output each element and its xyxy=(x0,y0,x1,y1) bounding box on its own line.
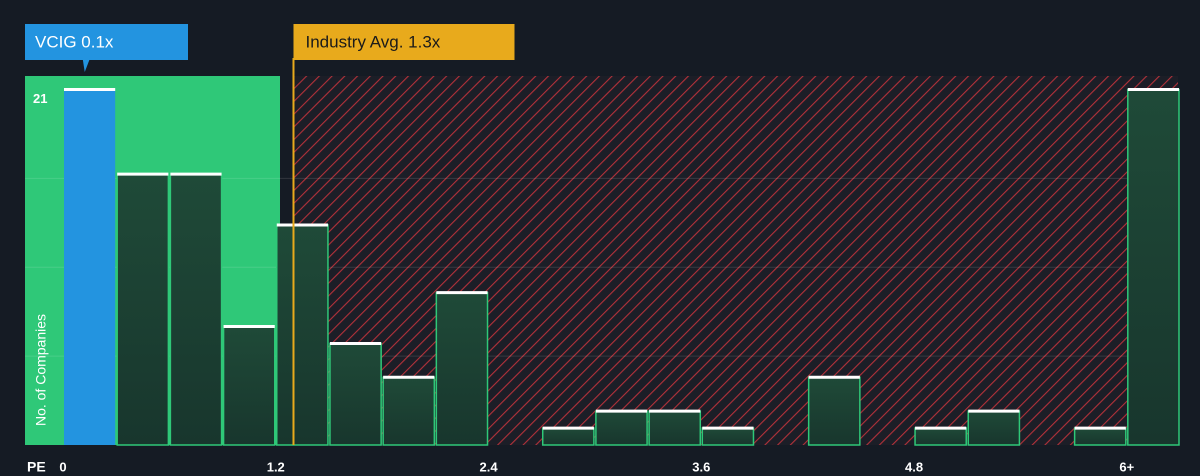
bar xyxy=(116,173,170,446)
bar xyxy=(1127,88,1180,446)
bar xyxy=(701,427,755,446)
y-axis-label: No. of Companies xyxy=(33,314,49,426)
bar xyxy=(541,427,595,446)
bar xyxy=(435,291,489,446)
bar xyxy=(595,410,648,446)
industry-avg-box xyxy=(293,24,515,60)
company-label: VCIG 0.1x xyxy=(35,32,114,51)
bar xyxy=(64,89,116,445)
x-axis-label: PE xyxy=(27,459,46,475)
bar xyxy=(169,173,223,446)
x-tick-label: 1.2 xyxy=(267,459,285,474)
bar xyxy=(222,325,276,446)
x-tick-label: 0 xyxy=(59,459,66,474)
bar xyxy=(914,427,967,446)
bar xyxy=(967,410,1021,446)
bar xyxy=(807,376,861,446)
bar xyxy=(276,224,329,446)
bar xyxy=(329,342,382,446)
x-tick-label: 2.4 xyxy=(479,459,498,474)
bar xyxy=(648,410,702,446)
x-tick-label: 6+ xyxy=(1119,459,1134,474)
company-pointer xyxy=(82,59,90,72)
bar xyxy=(1073,427,1127,446)
y-tick-label: 21 xyxy=(33,91,47,106)
x-tick-label: 4.8 xyxy=(905,459,923,474)
bar xyxy=(382,376,436,446)
company-box xyxy=(25,24,188,60)
industry-avg-label: Industry Avg. 1.3x xyxy=(305,32,440,51)
x-tick-label: 3.6 xyxy=(692,459,710,474)
